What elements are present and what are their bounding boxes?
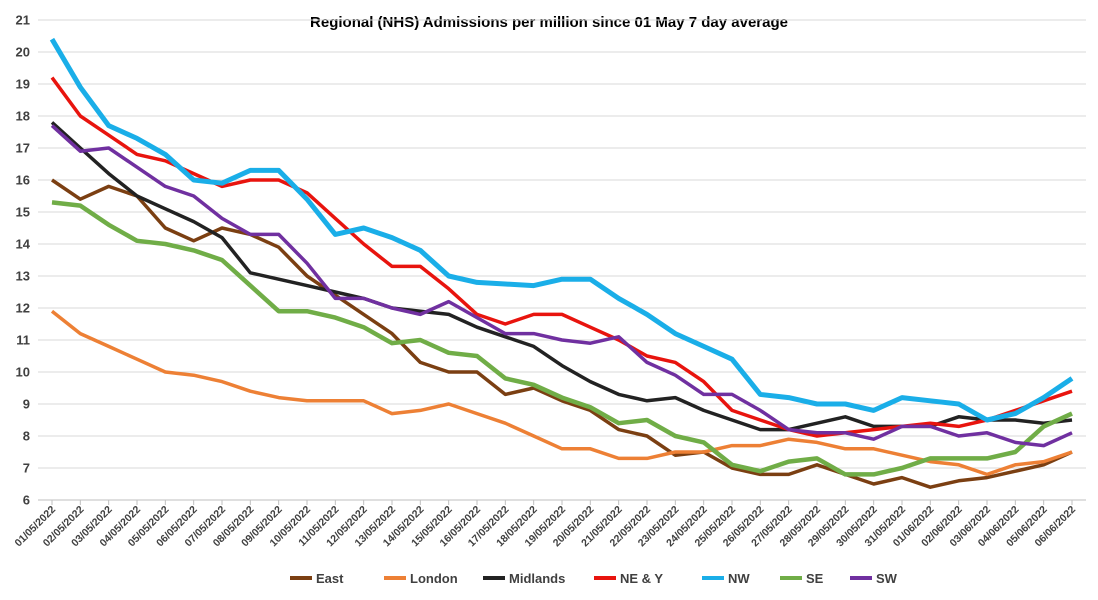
series-nw bbox=[49, 37, 1074, 423]
legend-label: Midlands bbox=[509, 571, 565, 586]
legend-item: Midlands bbox=[483, 571, 565, 586]
legend-label: London bbox=[410, 571, 458, 586]
series-ne-y bbox=[50, 76, 1073, 438]
series-line bbox=[50, 309, 1073, 477]
y-tick-label: 6 bbox=[23, 493, 30, 508]
legend-label: SW bbox=[876, 571, 898, 586]
y-tick-label: 8 bbox=[23, 429, 30, 444]
y-tick-label: 21 bbox=[16, 13, 30, 28]
y-tick-label: 15 bbox=[16, 205, 30, 220]
series-sw bbox=[50, 124, 1073, 448]
y-tick-label: 16 bbox=[16, 173, 30, 188]
legend-item: London bbox=[384, 571, 458, 586]
y-tick-label: 19 bbox=[16, 77, 30, 92]
series-london bbox=[50, 309, 1073, 477]
legend-item: NE & Y bbox=[594, 571, 663, 586]
y-tick-label: 14 bbox=[16, 237, 31, 252]
legend-item: NW bbox=[702, 571, 750, 586]
legend-item: SE bbox=[780, 571, 824, 586]
legend-label: NE & Y bbox=[620, 571, 663, 586]
y-tick-label: 9 bbox=[23, 397, 30, 412]
legend-label: NW bbox=[728, 571, 750, 586]
y-tick-label: 7 bbox=[23, 461, 30, 476]
legend-item: SW bbox=[850, 571, 898, 586]
chart-title: Regional (NHS) Admissions per million si… bbox=[310, 14, 788, 31]
y-tick-label: 10 bbox=[16, 365, 30, 380]
y-tick-label: 20 bbox=[16, 45, 30, 60]
y-tick-label: 13 bbox=[16, 269, 30, 284]
legend-item: East bbox=[290, 571, 344, 586]
y-tick-label: 11 bbox=[16, 333, 30, 348]
legend-label: East bbox=[316, 571, 344, 586]
series-se bbox=[51, 200, 1073, 477]
y-tick-label: 12 bbox=[16, 301, 30, 316]
series-line bbox=[50, 76, 1073, 438]
legend-label: SE bbox=[806, 571, 824, 586]
y-tick-label: 17 bbox=[16, 141, 30, 156]
y-tick-label: 18 bbox=[16, 109, 30, 124]
